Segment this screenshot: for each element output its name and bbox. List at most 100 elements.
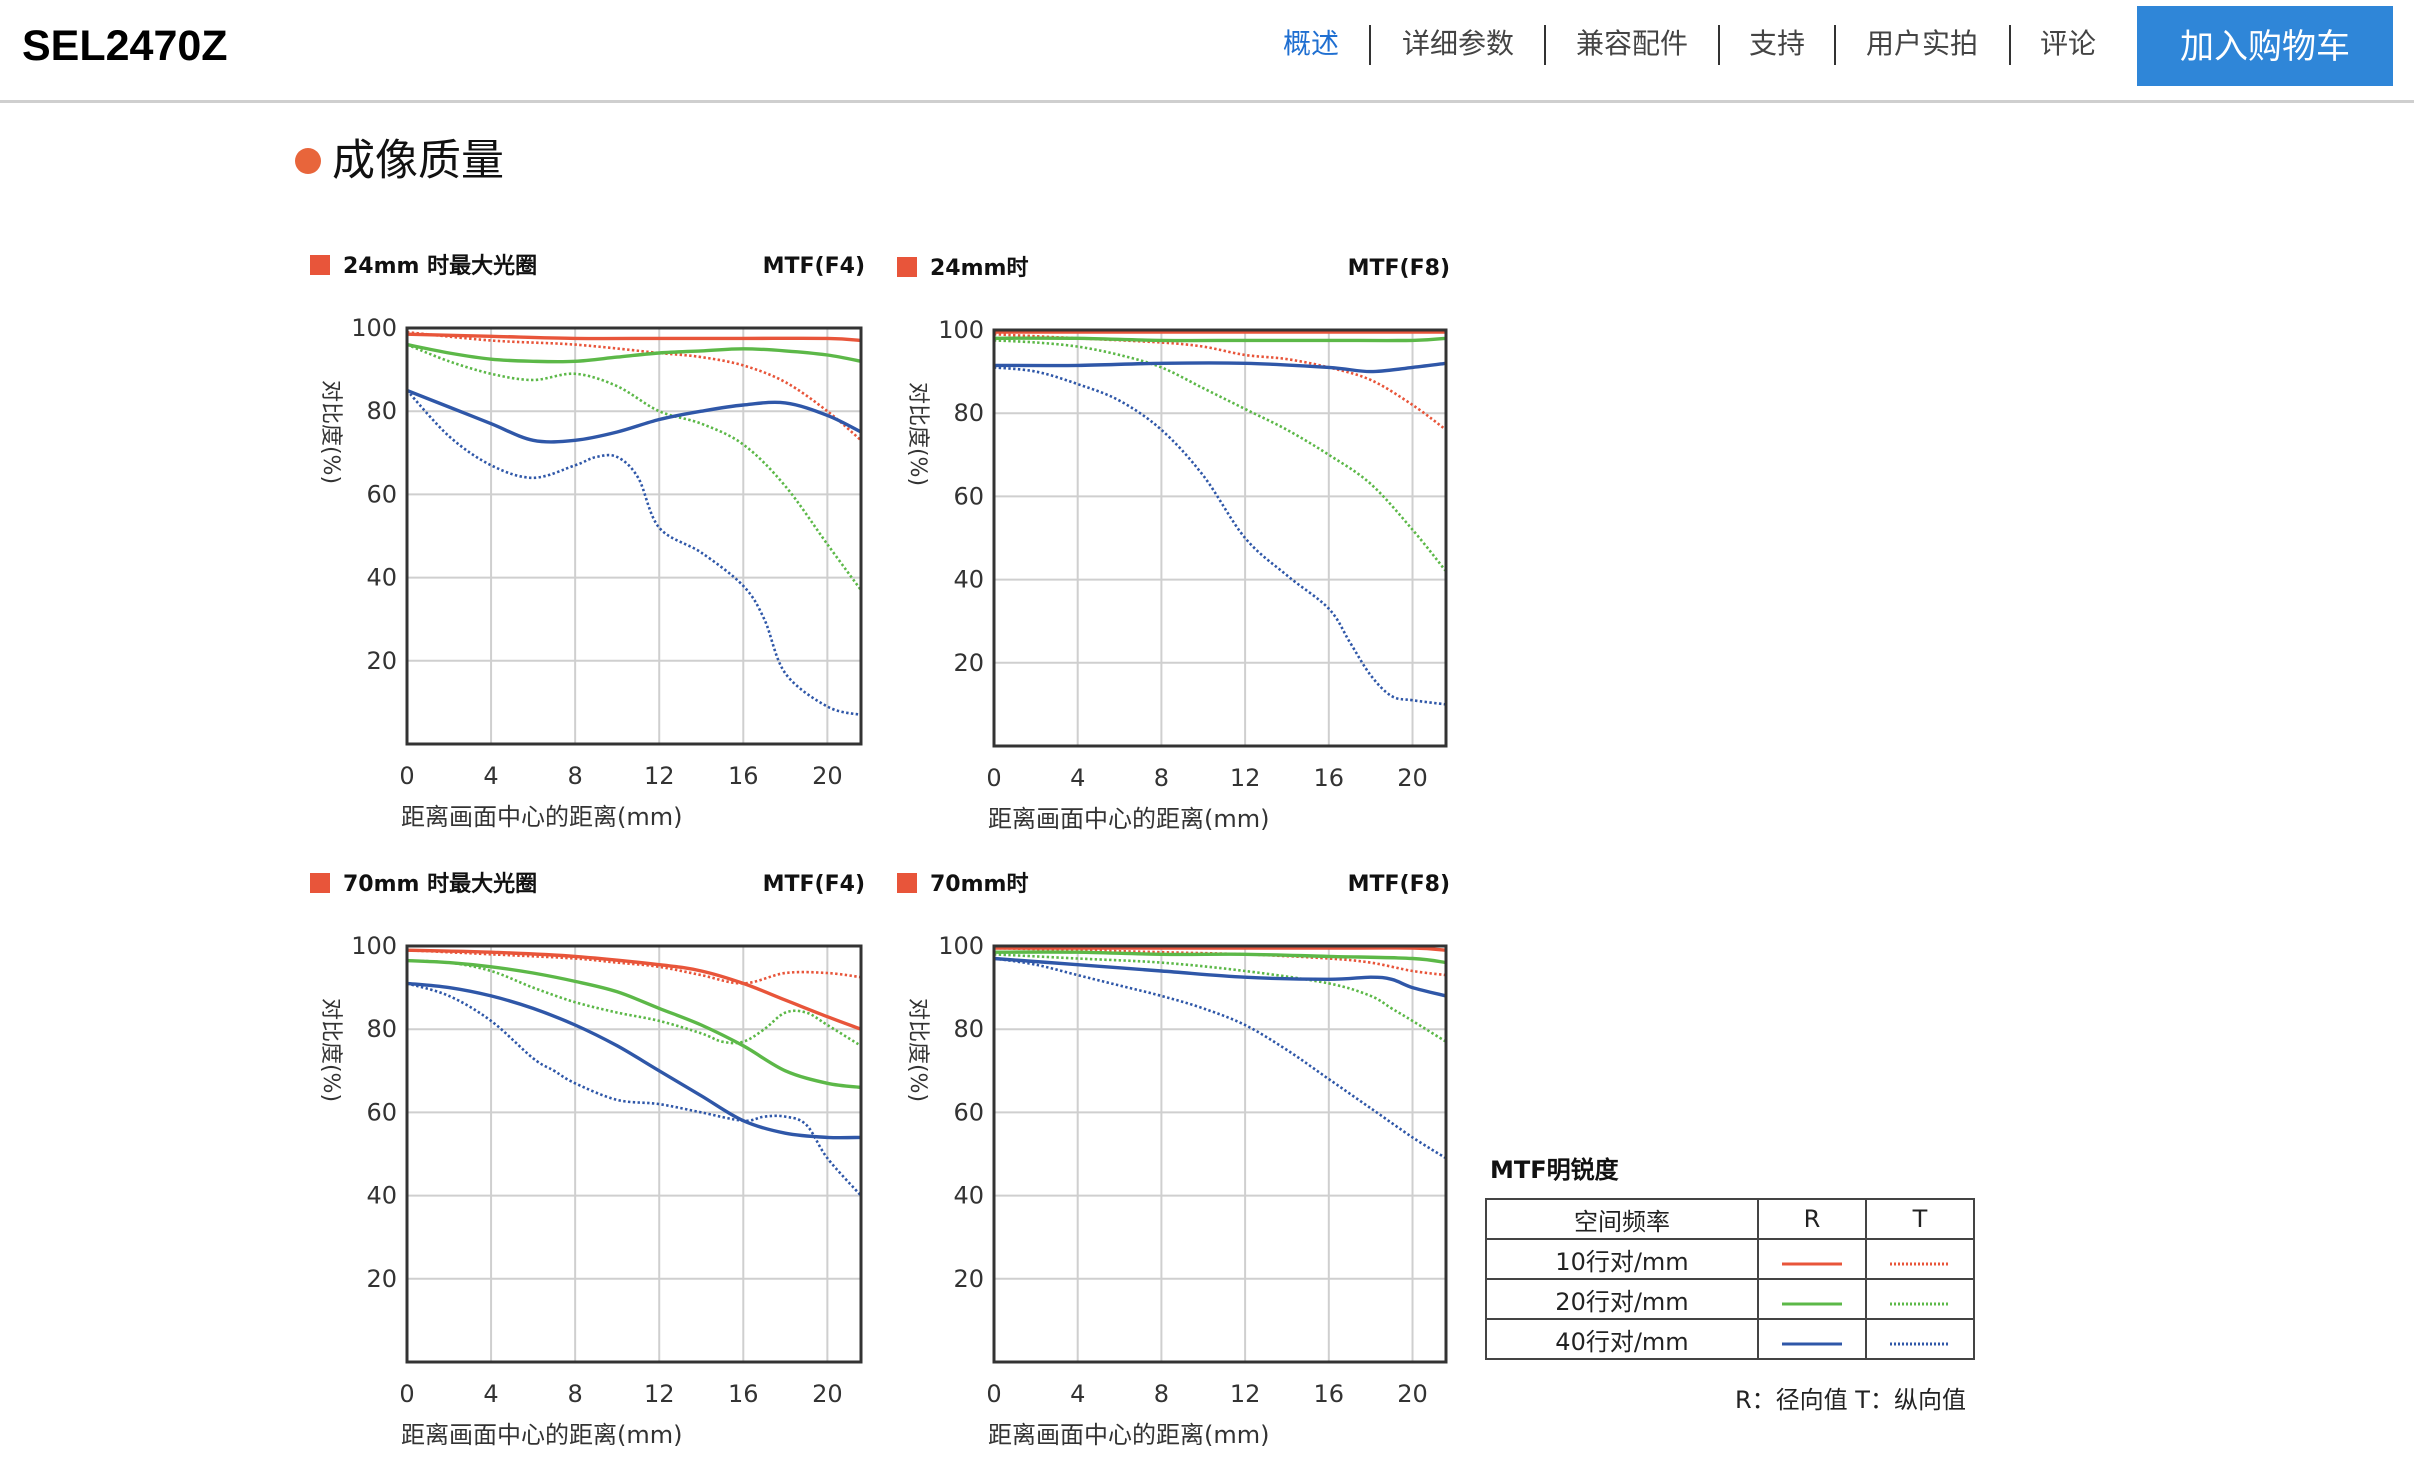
chart-xtick-label: 16	[1314, 764, 1345, 792]
tab-specifications[interactable]: 详细参数	[1401, 27, 1515, 60]
chart-title-marker-icon	[897, 873, 917, 893]
chart-series-line	[406, 958, 862, 1090]
chart-title-marker-icon	[310, 255, 330, 275]
chart-series-line	[406, 948, 862, 985]
add-to-cart-button[interactable]: 加入购物车	[2137, 6, 2393, 86]
chart-xtick-label: 12	[1230, 1380, 1261, 1408]
chart-series-line	[994, 946, 1447, 952]
chart-xlabel: 距离画面中心的距离(mm)	[988, 1421, 1269, 1449]
legend-swatch-solid	[1757, 1238, 1867, 1280]
chart-series-line	[406, 959, 862, 1047]
legend-row-label: 40行对/mm	[1485, 1318, 1759, 1360]
chart-series-line	[993, 361, 1447, 374]
chart-xtick-label: 4	[1070, 1380, 1085, 1408]
chart-ytick-label: 80	[366, 1015, 397, 1043]
chart-ytick-label: 40	[953, 1182, 984, 1210]
chart-ytick-label: 100	[938, 932, 984, 960]
chart-subtitle: MTF(F4)	[763, 254, 865, 279]
chart-ytick-label: 40	[366, 564, 397, 592]
legend-table: 空间频率 R T 10行对/mm 20行对/mm 40行对/mm	[1485, 1198, 1975, 1360]
chart-series-line	[993, 366, 1447, 706]
chart-title: 24mm 时最大光圈	[343, 254, 537, 279]
legend-header-t: T	[1865, 1198, 1975, 1240]
chart-series-line	[993, 332, 1447, 431]
chart-xtick-label: 0	[399, 1380, 414, 1408]
chart-xtick-label: 16	[1314, 1380, 1345, 1408]
chart-xtick-label: 16	[728, 1380, 759, 1408]
chart-series-line	[993, 953, 1447, 1043]
section-title: 成像质量	[332, 136, 504, 186]
legend-swatch-dotted	[1865, 1238, 1975, 1280]
chart-series-line	[993, 339, 1448, 573]
chart-series-line	[406, 981, 862, 1140]
chart-series-line	[993, 957, 1447, 1160]
chart-xlabel: 距离画面中心的距离(mm)	[988, 805, 1269, 833]
chart-subtitle: MTF(F8)	[1348, 256, 1450, 281]
tab-user-photos[interactable]: 用户实拍	[1865, 27, 1979, 60]
chart-ytick-label: 100	[351, 314, 397, 342]
chart-title: 70mm时	[930, 872, 1028, 897]
chart-xtick-label: 0	[986, 1380, 1001, 1408]
chart-ylabel: 对比度(%)	[318, 380, 343, 484]
chart-subtitle: MTF(F8)	[1348, 872, 1450, 897]
chart-xtick-label: 8	[1154, 1380, 1169, 1408]
tab-reviews[interactable]: 评论	[2039, 27, 2097, 60]
chart-series-line	[406, 948, 862, 1031]
chart-ylabel: 对比度(%)	[318, 998, 343, 1102]
chart-xtick-label: 12	[644, 1380, 675, 1408]
chart-ytick-label: 60	[366, 480, 397, 508]
chart-xtick-label: 4	[483, 1380, 498, 1408]
chart-ytick-label: 60	[366, 1098, 397, 1126]
chart-ytick-label: 20	[366, 1265, 397, 1293]
legend-header-frequency: 空间频率	[1485, 1198, 1759, 1240]
chart-series-line	[406, 332, 862, 343]
nav-divider	[2009, 25, 2011, 65]
chart-xlabel: 距离画面中心的距离(mm)	[401, 803, 682, 831]
tab-support[interactable]: 支持	[1748, 27, 1806, 60]
legend-swatch-solid	[1757, 1318, 1867, 1360]
nav-divider	[1834, 25, 1836, 65]
top-navigation-bar: SEL2470Z 概述 详细参数 兼容配件 支持 用户实拍 评论 加入购物车	[0, 0, 2414, 103]
legend-title: MTF明锐度	[1490, 1156, 1619, 1184]
chart-ytick-label: 60	[953, 482, 984, 510]
chart-ytick-label: 100	[351, 932, 397, 960]
legend-swatch-solid	[1757, 1278, 1867, 1320]
chart-ytick-label: 80	[366, 397, 397, 425]
chart-xtick-label: 20	[812, 1380, 843, 1408]
chart-xtick-label: 4	[483, 762, 498, 790]
chart-series-line	[406, 389, 862, 717]
chart-title: 24mm时	[930, 256, 1028, 281]
chart-xtick-label: 8	[568, 762, 583, 790]
legend-row-label: 20行对/mm	[1485, 1278, 1759, 1320]
chart-ytick-label: 20	[953, 1265, 984, 1293]
chart-series-line	[993, 956, 1447, 998]
chart-ytick-label: 80	[953, 399, 984, 427]
chart-xtick-label: 20	[1397, 764, 1428, 792]
chart-ylabel: 对比度(%)	[905, 998, 930, 1102]
chart-series-line	[406, 330, 862, 442]
chart-xtick-label: 0	[986, 764, 1001, 792]
chart-xtick-label: 12	[644, 762, 675, 790]
chart-ytick-label: 40	[366, 1182, 397, 1210]
chart-series-line	[993, 950, 1447, 965]
chart-series-line	[993, 336, 1447, 343]
chart-plot-frame	[992, 944, 1448, 1364]
chart-series-line	[993, 946, 1447, 977]
chart-series-line	[406, 388, 862, 444]
chart-xtick-label: 0	[399, 762, 414, 790]
legend-header-row: 空间频率 R T	[1485, 1198, 1975, 1240]
tab-overview[interactable]: 概述	[1282, 27, 1340, 60]
legend-swatch-dotted	[1865, 1278, 1975, 1320]
chart-plot-frame	[405, 326, 863, 746]
legend-row-40: 40行对/mm	[1485, 1318, 1975, 1360]
tab-accessories[interactable]: 兼容配件	[1575, 27, 1689, 60]
chart-xlabel: 距离画面中心的距离(mm)	[401, 1421, 682, 1449]
chart-ytick-label: 20	[953, 649, 984, 677]
chart-xtick-label: 8	[1154, 764, 1169, 792]
nav-divider	[1718, 25, 1720, 65]
chart-xtick-label: 12	[1230, 764, 1261, 792]
chart-series-line	[406, 342, 862, 364]
section-bullet-icon	[295, 148, 321, 174]
chart-ytick-label: 40	[953, 566, 984, 594]
